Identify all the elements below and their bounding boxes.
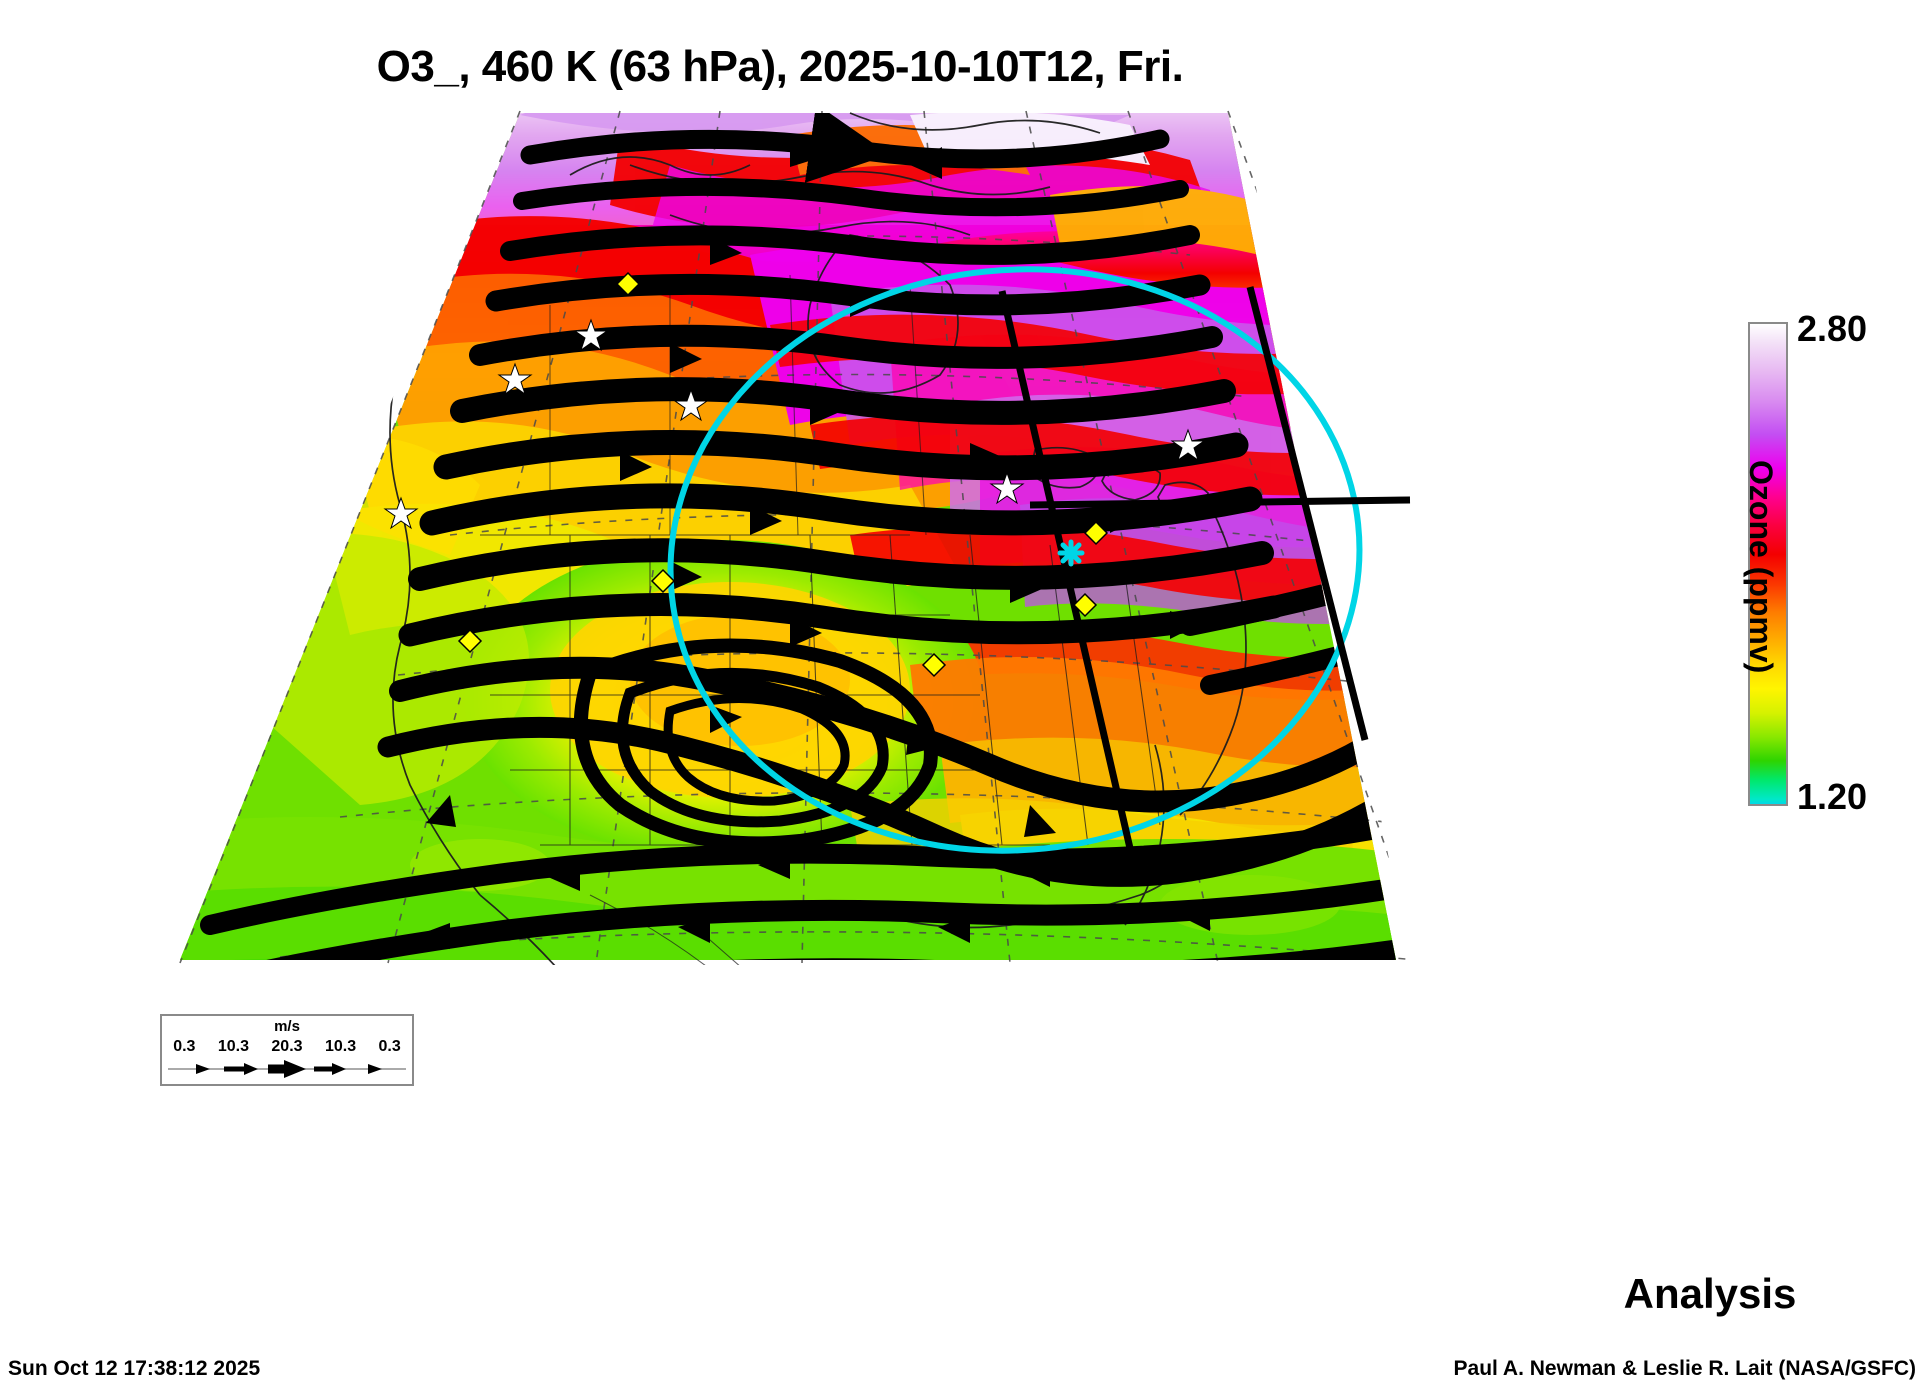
diamond-marker[interactable] bbox=[1072, 592, 1098, 618]
flight-track-lines bbox=[998, 286, 1411, 871]
wind-tick-4: 0.3 bbox=[378, 1038, 401, 1055]
map-panel[interactable] bbox=[150, 105, 1550, 1125]
star-marker[interactable] bbox=[383, 496, 419, 530]
diamond-marker-group[interactable] bbox=[457, 271, 1109, 678]
colorbar-max-label: 2.80 bbox=[1797, 308, 1868, 349]
range-circle bbox=[667, 266, 1363, 854]
star-marker-group[interactable] bbox=[383, 318, 1206, 530]
colorbar-gradient bbox=[1748, 322, 1788, 806]
star-marker[interactable] bbox=[573, 318, 609, 352]
ozone-map[interactable] bbox=[150, 105, 1550, 1125]
star-marker[interactable] bbox=[1170, 428, 1206, 462]
diamond-marker[interactable] bbox=[921, 652, 947, 678]
star-marker[interactable] bbox=[673, 388, 709, 422]
wind-scale-legend: m/s 0.3 10.3 20.3 10.3 0.3 bbox=[160, 1014, 414, 1086]
wind-tick-2: 20.3 bbox=[271, 1038, 303, 1055]
asterisk-marker[interactable] bbox=[1057, 539, 1085, 567]
colorbar-min-label: 1.20 bbox=[1797, 776, 1868, 817]
colorbar: 2.80 1.20 Ozone (ppmv) bbox=[1735, 300, 1925, 840]
diamond-marker[interactable] bbox=[457, 628, 483, 654]
diamond-marker[interactable] bbox=[615, 271, 641, 297]
wind-tick-3: 10.3 bbox=[324, 1038, 357, 1055]
page-title: O3_, 460 K (63 hPa), 2025-10-10T12, Fri. bbox=[376, 42, 1184, 91]
station-markers[interactable] bbox=[383, 271, 1206, 678]
wind-tick-0: 0.3 bbox=[173, 1038, 196, 1055]
analysis-label: Analysis bbox=[1623, 1270, 1797, 1317]
author-credit: Paul A. Newman & Leslie R. Lait (NASA/GS… bbox=[1453, 1357, 1916, 1380]
wind-arrow-scale bbox=[168, 1060, 406, 1078]
diamond-marker[interactable] bbox=[1083, 520, 1109, 546]
colorbar-axis-label: Ozone (ppmv) bbox=[1743, 460, 1779, 674]
wind-units-label: m/s bbox=[274, 1018, 300, 1035]
wind-tick-labels: 0.3 10.3 20.3 10.3 0.3 bbox=[162, 1038, 412, 1056]
generation-timestamp: Sun Oct 12 17:38:12 2025 bbox=[8, 1357, 261, 1380]
star-marker[interactable] bbox=[989, 471, 1025, 505]
star-marker[interactable] bbox=[497, 362, 533, 396]
wind-tick-1: 10.3 bbox=[217, 1038, 249, 1055]
diamond-marker[interactable] bbox=[650, 568, 676, 594]
asterisk-marker-group[interactable] bbox=[1057, 539, 1085, 567]
